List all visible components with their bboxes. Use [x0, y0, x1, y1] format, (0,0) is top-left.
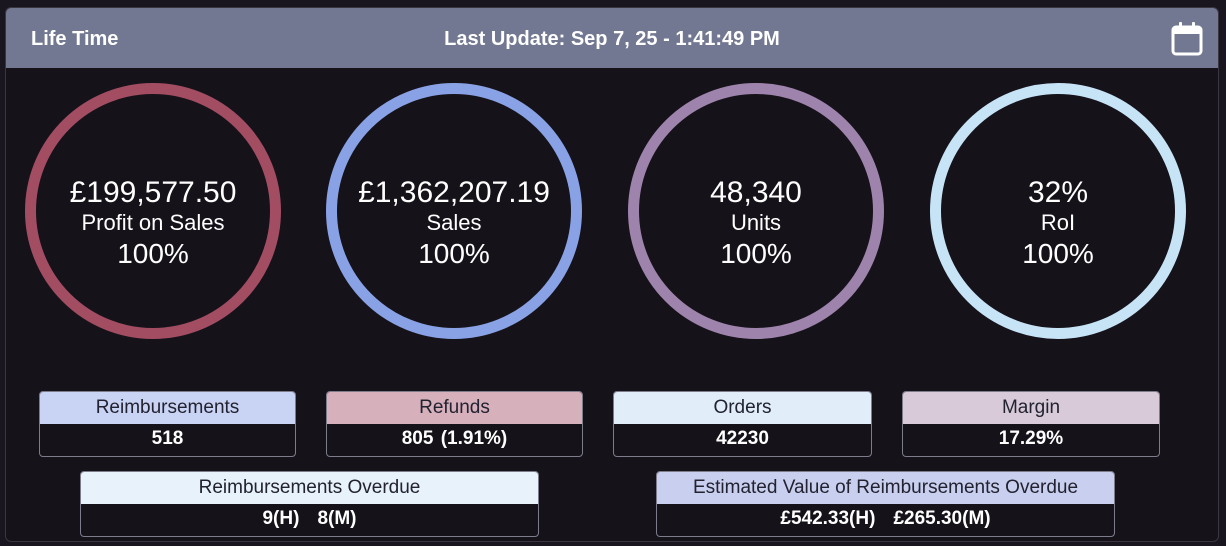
ring-label: Profit on Sales — [81, 210, 225, 235]
estimated-medium-value: £265.30(M) — [893, 508, 991, 529]
ring-value: 32% — [1027, 176, 1089, 209]
stat-label: Refunds — [327, 392, 582, 424]
lifetime-panel: Life Time Last Update: Sep 7, 25 - 1:41:… — [5, 7, 1219, 542]
panel-title: Life Time — [31, 28, 119, 50]
stat-reimbursements-overdue: Reimbursements Overdue 9(H) 8(M) — [80, 471, 539, 537]
calendar-icon[interactable] — [1170, 21, 1204, 57]
stat-reimbursements: Reimbursements 518 — [39, 391, 296, 457]
panel-header: Life Time Last Update: Sep 7, 25 - 1:41:… — [6, 8, 1218, 68]
stat-estimated-value-overdue: Estimated Value of Reimbursements Overdu… — [656, 471, 1115, 537]
stat-value: 805 (1.91%) — [401, 428, 508, 449]
ring-roi: 32% RoI 100% — [930, 83, 1186, 339]
overdue-medium-value: 8(M) — [317, 508, 357, 529]
ring-profit-on-sales: £199,577.50 Profit on Sales 100% — [25, 83, 281, 339]
last-update-text: Last Update: Sep 7, 25 - 1:41:49 PM — [444, 28, 780, 50]
ring-percent: 100% — [720, 238, 792, 269]
ring-percent: 100% — [117, 238, 189, 269]
stat-margin: Margin 17.29% — [902, 391, 1160, 457]
estimated-high-value: £542.33(H) — [780, 508, 876, 529]
stat-label: Reimbursements Overdue — [81, 472, 538, 504]
stat-label: Margin — [903, 392, 1159, 424]
kpi-rings: £199,577.50 Profit on Sales 100% £1,362,… — [6, 68, 1218, 368]
ring-units: 48,340 Units 100% — [628, 83, 884, 339]
stat-orders: Orders 42230 — [613, 391, 872, 457]
ring-percent: 100% — [1022, 238, 1094, 269]
ring-label: Units — [730, 210, 782, 235]
stat-label: Estimated Value of Reimbursements Overdu… — [657, 472, 1114, 504]
ring-value: 48,340 — [710, 176, 802, 209]
overdue-high-value: 9(H) — [262, 508, 300, 529]
ring-sales: £1,362,207.19 Sales 100% — [326, 83, 582, 339]
stat-value: 17.29% — [998, 428, 1064, 449]
stat-label: Reimbursements — [40, 392, 295, 424]
ring-value: £1,362,207.19 — [358, 176, 550, 209]
ring-percent: 100% — [418, 238, 490, 269]
ring-label: RoI — [1040, 210, 1076, 235]
stat-value: £542.33(H) £265.30(M) — [657, 504, 1114, 536]
ring-label: Sales — [426, 210, 482, 235]
ring-value: £199,577.50 — [69, 176, 237, 209]
stat-value: 9(H) 8(M) — [81, 504, 538, 536]
stat-value: 518 — [151, 428, 184, 449]
stat-refunds: Refunds 805 (1.91%) — [326, 391, 583, 457]
stat-value: 42230 — [716, 428, 769, 449]
stat-label: Orders — [614, 392, 871, 424]
